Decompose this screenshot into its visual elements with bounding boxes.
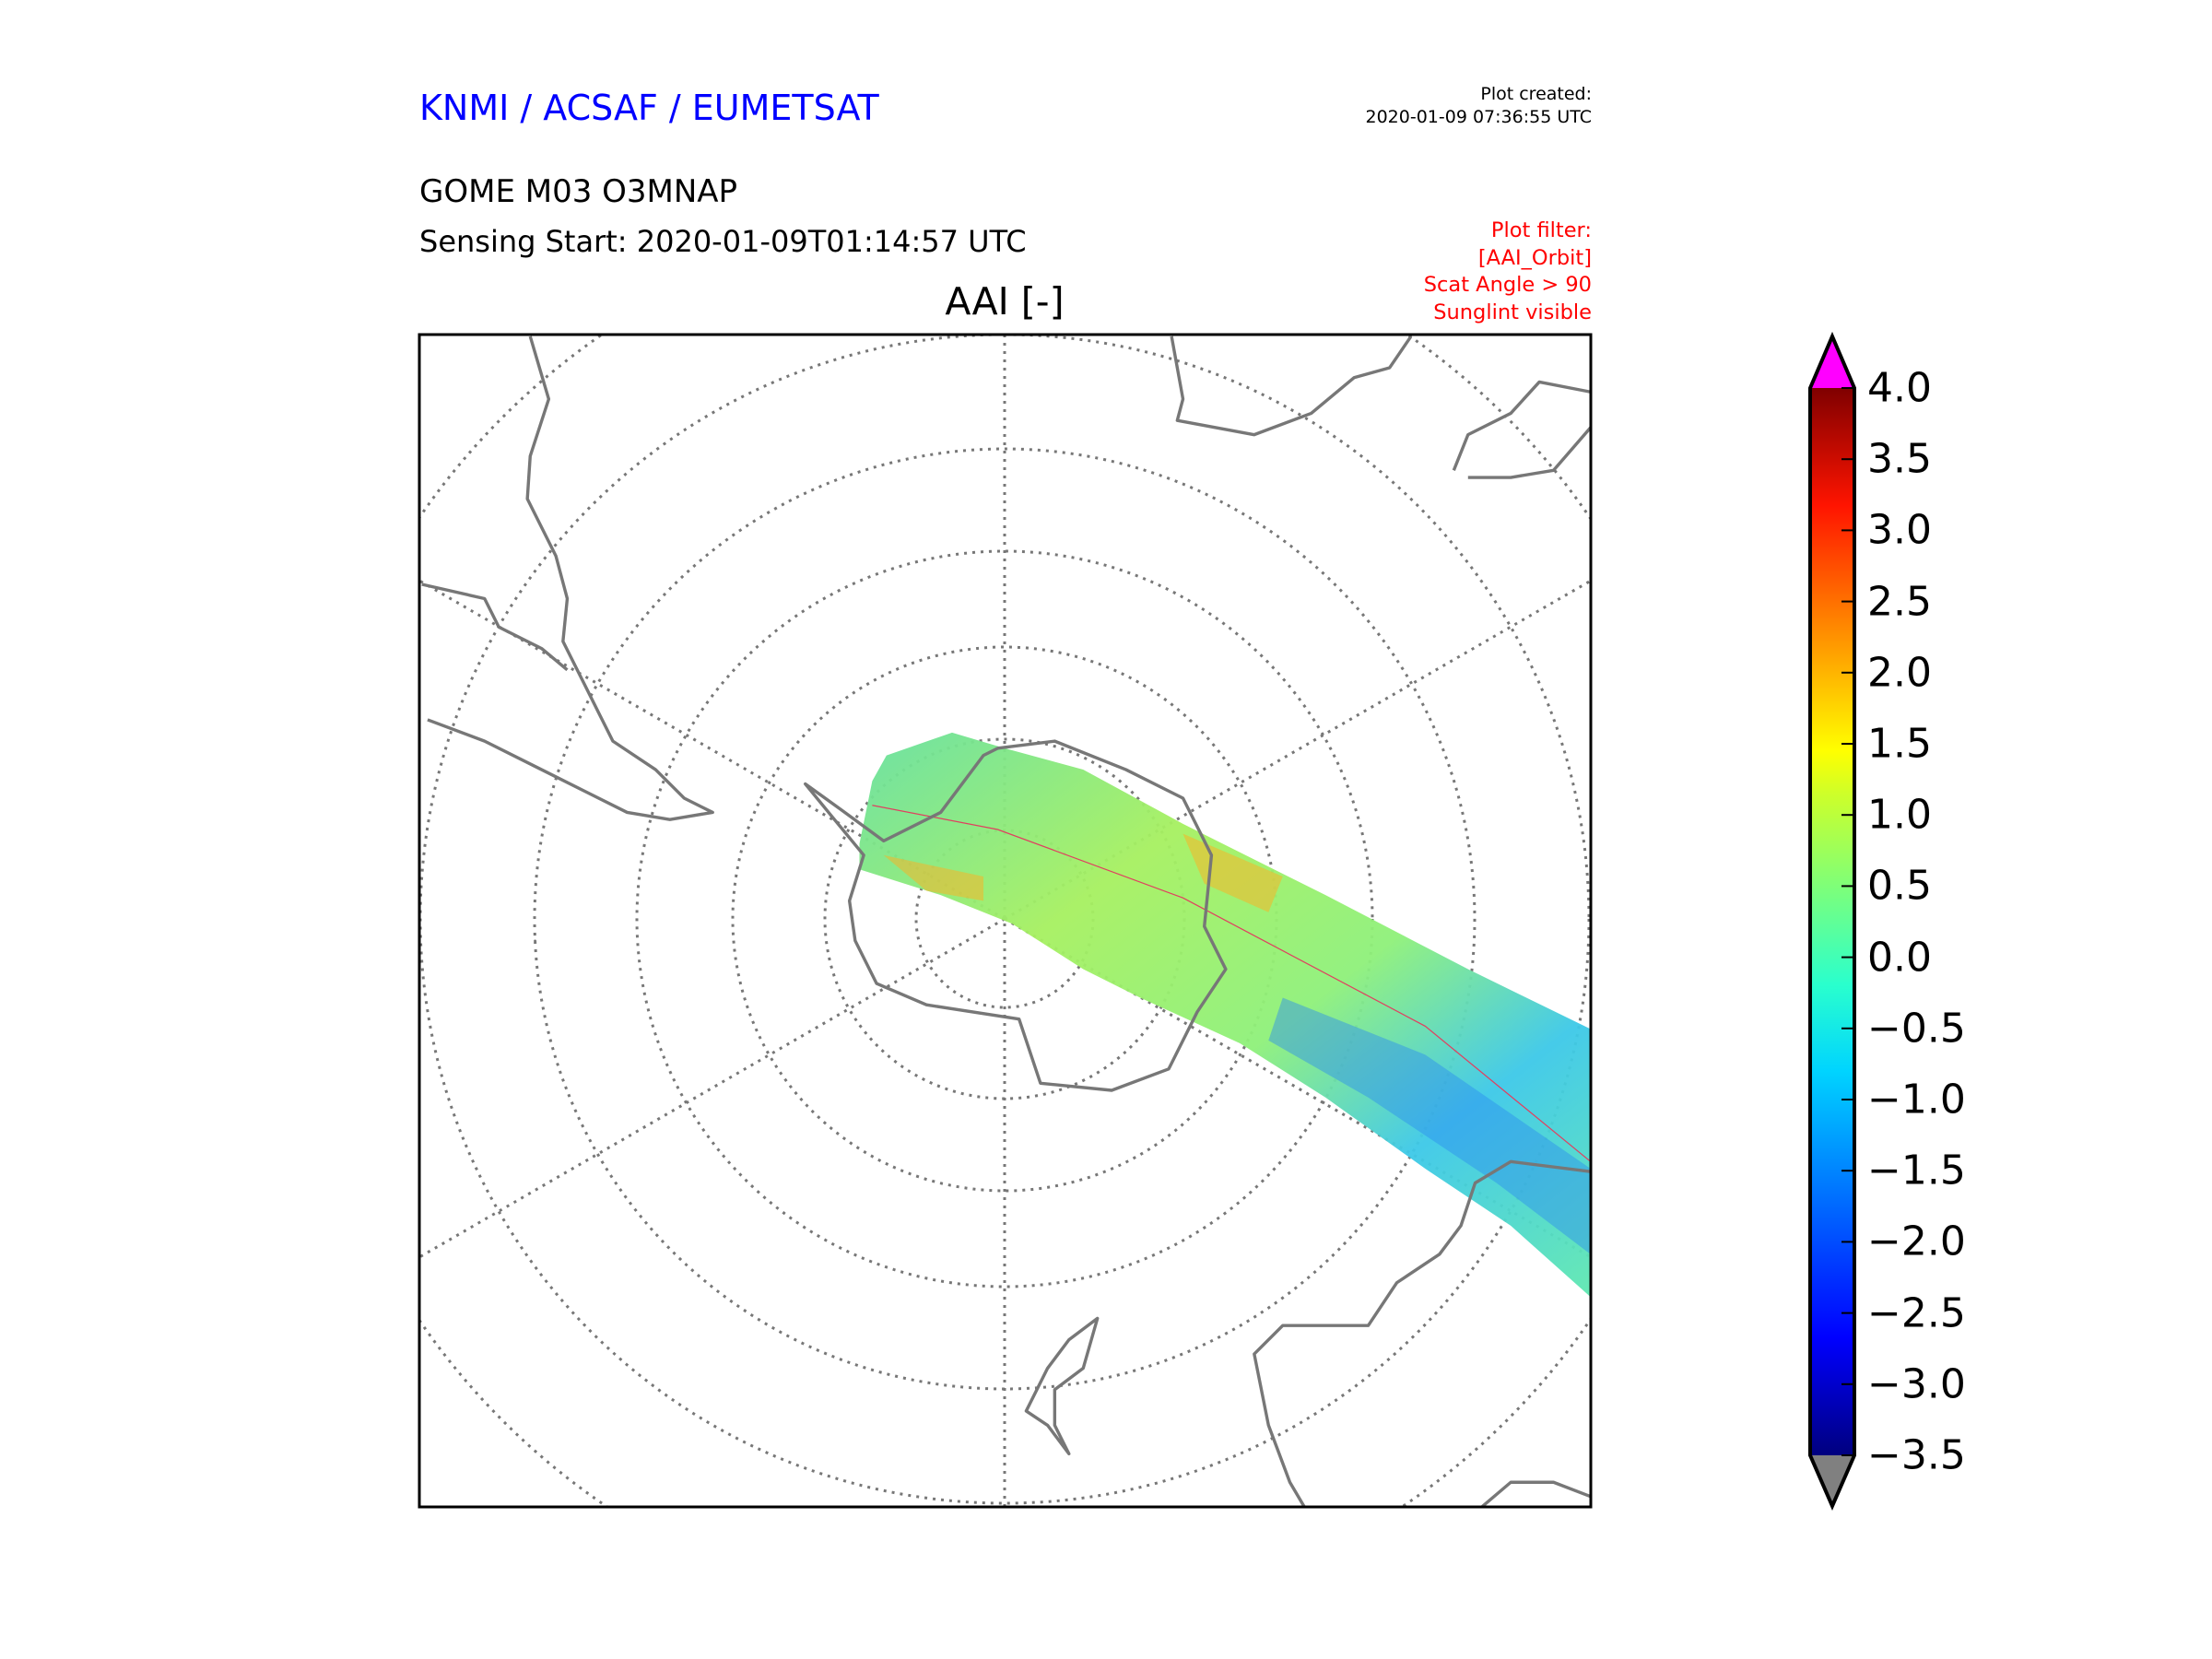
organization-title: KNMI / ACSAF / EUMETSAT — [419, 88, 879, 128]
product-title: GOME M03 O3MNAP — [419, 173, 738, 210]
south-america-coast — [421, 335, 714, 821]
coastlines — [421, 335, 1591, 1507]
colorbar-tick-label: 3.0 — [1867, 506, 1932, 554]
filter-line: Plot filter: — [1490, 218, 1592, 242]
map-frame — [418, 333, 1593, 1509]
colorbar-tick-label: 0.0 — [1867, 934, 1932, 982]
colorbar-gradient — [1810, 388, 1854, 1455]
colorbar-tick-label: 2.5 — [1867, 578, 1932, 626]
colorbar-tick-label: 4.0 — [1867, 364, 1932, 412]
variable-title: AAI [-] — [945, 279, 1065, 324]
colorbar-tick-label: 1.0 — [1867, 791, 1932, 839]
created-time: 2020-01-09 07:36:55 UTC — [1365, 107, 1593, 127]
colorbar-tick-label: −3.0 — [1867, 1360, 1966, 1408]
australia-coast — [1170, 335, 1591, 479]
colorbar — [1808, 331, 1856, 1512]
colorbar-under-triangle — [1810, 1455, 1854, 1506]
colorbar-tick-label: −3.5 — [1867, 1431, 1966, 1479]
colorbar-tick-label: −1.0 — [1867, 1076, 1966, 1124]
sensing-start: Sensing Start: 2020-01-09T01:14:57 UTC — [419, 224, 1027, 259]
filter-line: [AAI_Orbit] — [1477, 245, 1592, 270]
plot-filter: Plot filter: [AAI_Orbit] Scat Angle > 90… — [1424, 218, 1592, 326]
colorbar-tick-label: 3.5 — [1867, 435, 1932, 483]
colorbar-tick-label: 0.5 — [1867, 862, 1932, 910]
africa-coast — [1253, 1159, 1591, 1507]
filter-line: Scat Angle > 90 — [1423, 273, 1592, 297]
colorbar-tick-label: 1.5 — [1867, 720, 1932, 768]
colorbar-tick-label: −2.0 — [1867, 1218, 1966, 1265]
colorbar-tick-label: −2.5 — [1867, 1289, 1966, 1337]
colorbar-tick-label: −0.5 — [1867, 1005, 1966, 1053]
swath-blue-band — [1268, 997, 1591, 1254]
antarctica-coast — [804, 739, 1228, 1092]
colorbar-over-triangle — [1810, 336, 1854, 388]
filter-line: Sunglint visible — [1433, 300, 1592, 324]
latitude-circle — [635, 549, 1374, 1288]
madagascar-coast — [1024, 1316, 1100, 1456]
orbit-track — [872, 805, 1591, 1162]
colorbar-tick-label: 2.0 — [1867, 649, 1932, 697]
meridian-line — [419, 917, 1006, 1259]
aai-swath — [859, 732, 1591, 1298]
created-label: Plot created: — [1480, 84, 1592, 104]
colorbar-tick-label: −1.5 — [1867, 1147, 1966, 1194]
plot-created: Plot created: 2020-01-09 07:36:55 UTC — [1366, 83, 1593, 129]
